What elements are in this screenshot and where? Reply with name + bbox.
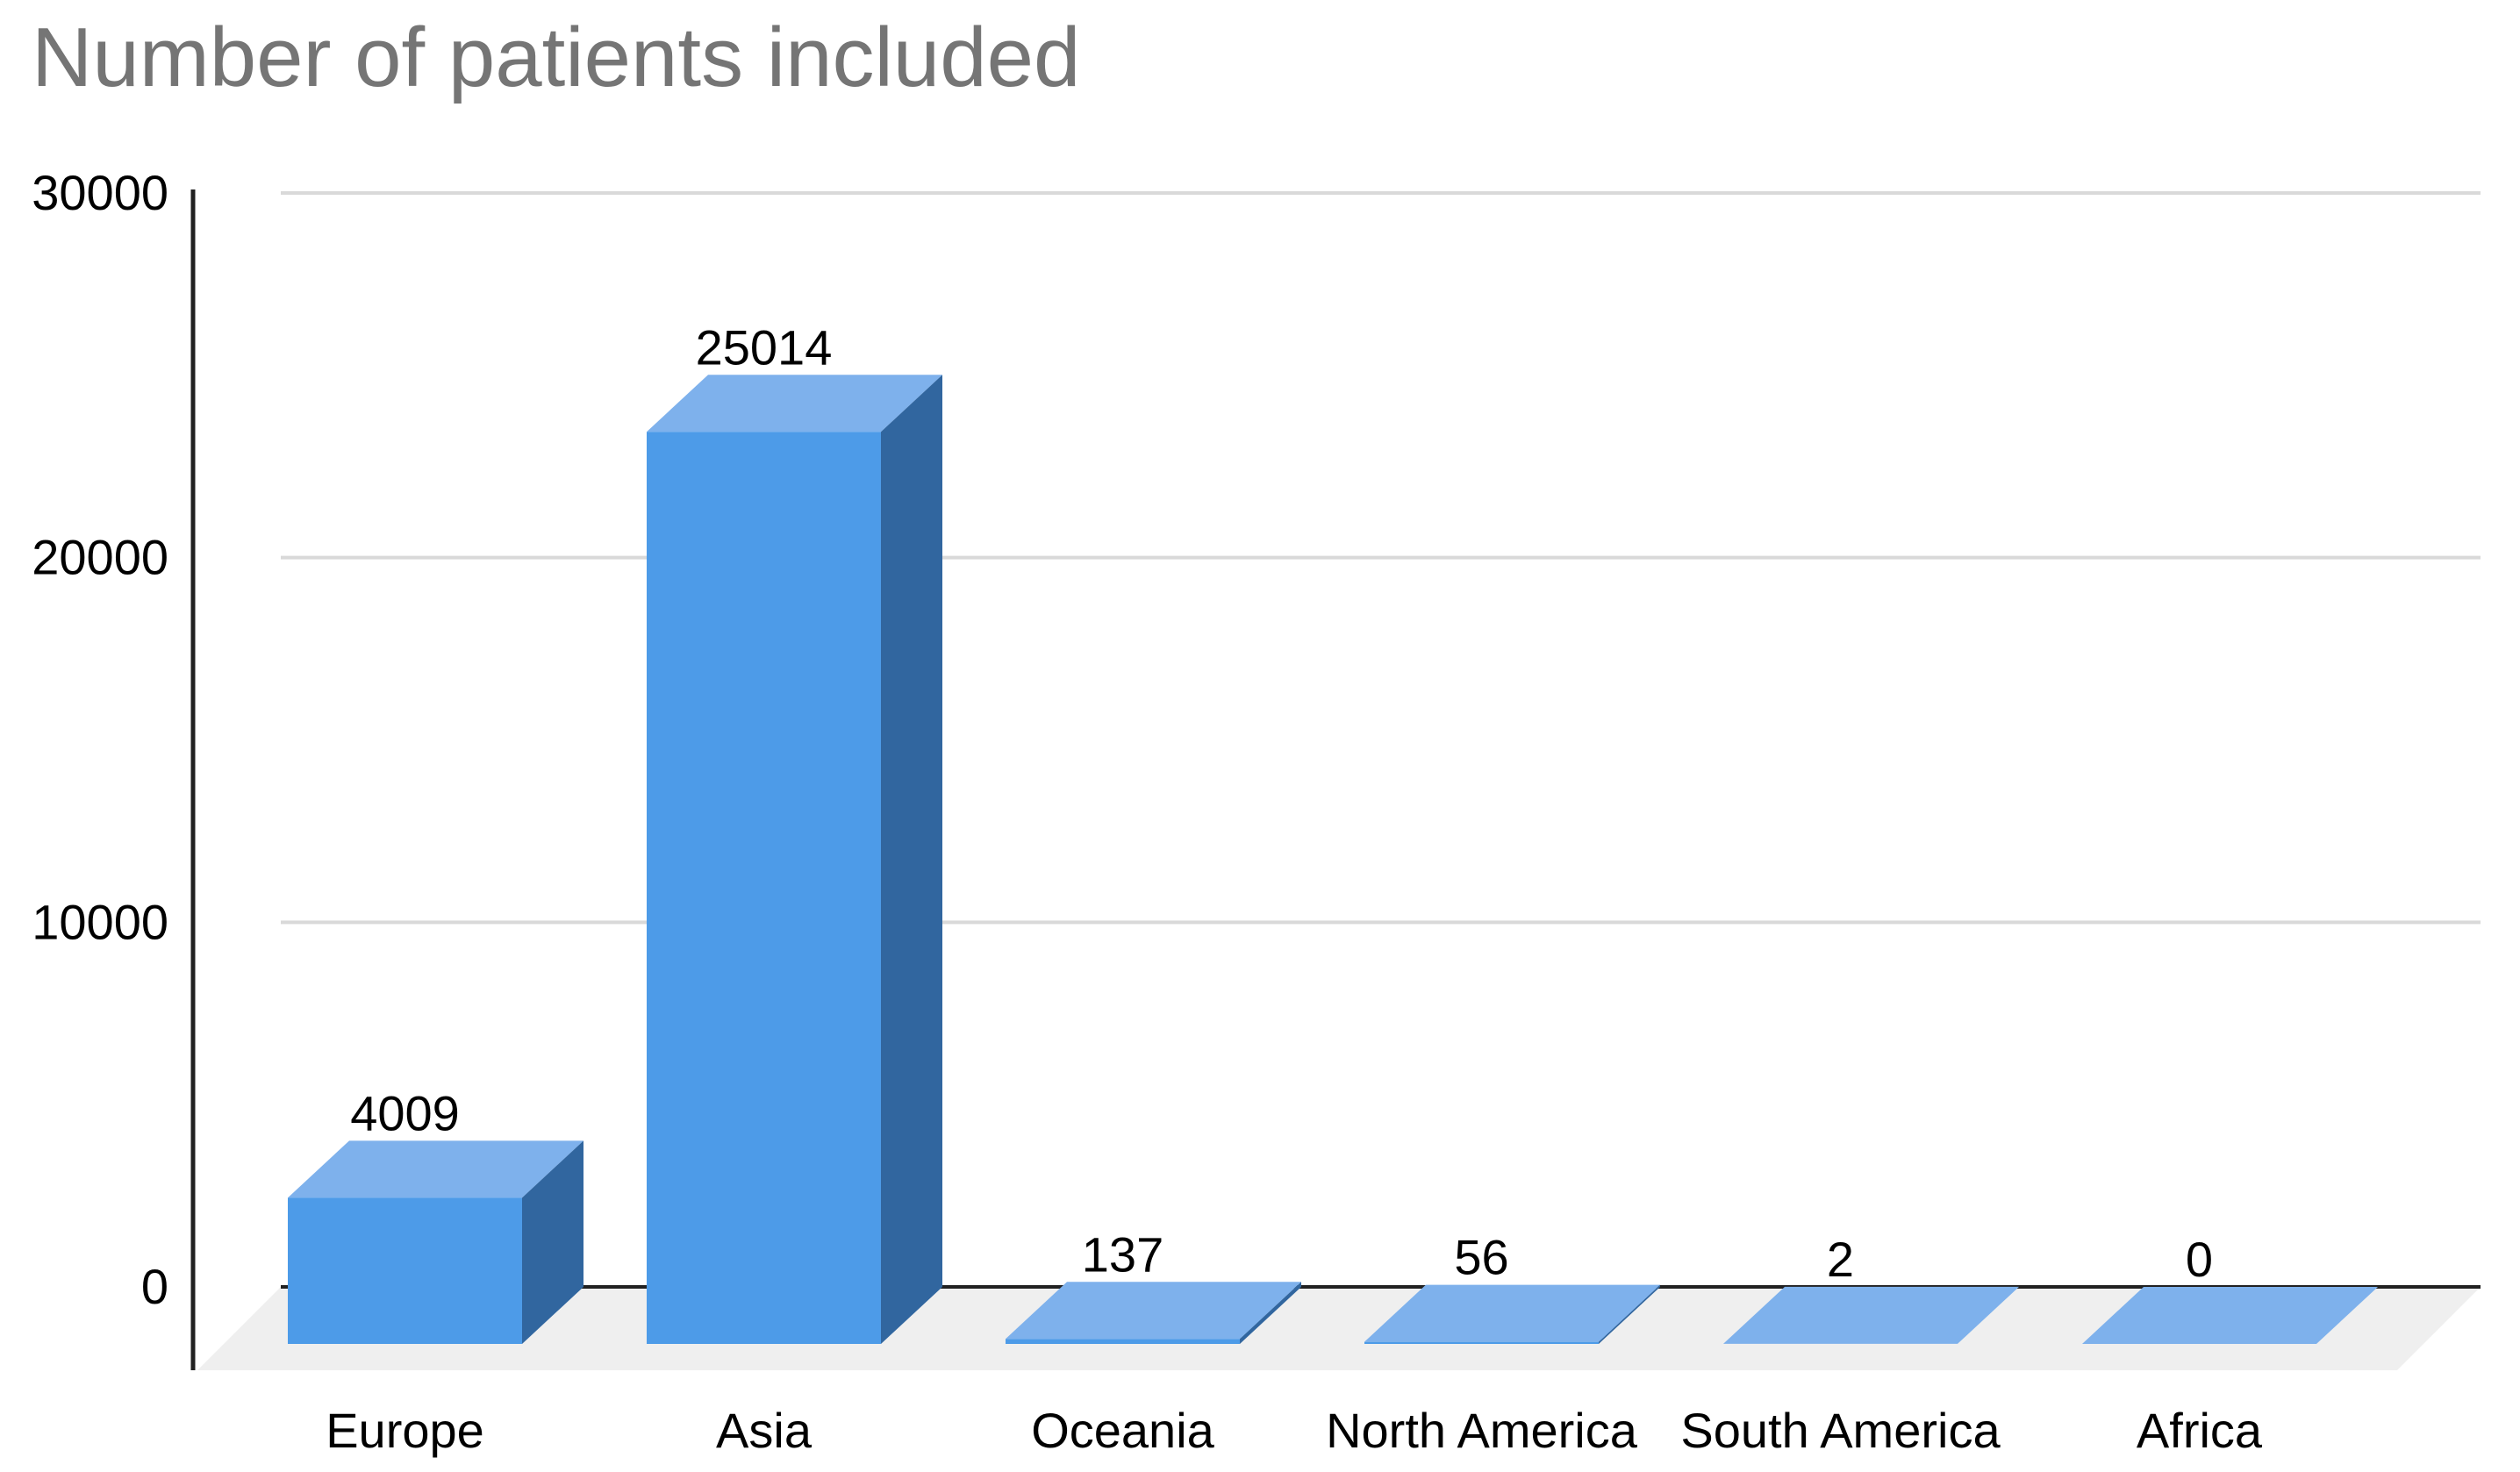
value-label-africa: 0	[2186, 1232, 2213, 1287]
bar-front-face	[288, 1197, 522, 1344]
bar-europe	[288, 1140, 583, 1344]
bar-north-america	[1364, 1284, 1660, 1344]
value-label-north-america: 56	[1454, 1230, 1508, 1285]
value-label-south-america: 2	[1827, 1232, 1854, 1287]
bar-front-face	[1364, 1341, 1599, 1344]
bar-front-face	[1006, 1339, 1240, 1344]
y-tick-label: 10000	[32, 894, 168, 949]
bars-layer	[288, 375, 2378, 1344]
bar-front-face	[647, 432, 881, 1344]
bar-side-face	[522, 1140, 583, 1344]
bar-side-face	[1240, 1282, 1301, 1344]
bar-top-face	[647, 375, 942, 432]
bar-africa	[2082, 1287, 2378, 1344]
category-label-oceania: Oceania	[1031, 1403, 1214, 1458]
bar-top-face	[1723, 1286, 2019, 1344]
bar-oceania	[1006, 1282, 1301, 1344]
y-tick-label: 30000	[32, 165, 168, 220]
y-tick-label: 0	[141, 1259, 168, 1314]
chart-title: Number of patients included	[32, 11, 1080, 104]
value-label-asia: 25014	[696, 319, 833, 375]
category-label-asia: Asia	[716, 1403, 813, 1458]
bar-top-face	[1364, 1284, 1660, 1342]
category-label-africa: Africa	[2137, 1403, 2263, 1458]
labels-layer: 0 10000 20000 30000 4009 Europe 25014 Asia 137 Oc…	[32, 165, 2263, 1458]
bar-asia	[647, 375, 942, 1344]
gridlines-layer	[281, 191, 2481, 925]
y-tick-label: 20000	[32, 530, 168, 585]
category-label-south-america: South America	[1680, 1403, 2001, 1458]
bar-top-face	[288, 1140, 583, 1198]
bar-top-face	[2082, 1287, 2378, 1344]
bar-top-face	[1006, 1282, 1301, 1340]
value-label-oceania: 137	[1082, 1226, 1163, 1282]
bar-side-face	[1599, 1284, 1660, 1344]
bar-south-america	[1723, 1286, 2019, 1344]
category-label-north-america: North America	[1326, 1403, 1638, 1458]
value-label-europe: 4009	[350, 1085, 460, 1140]
bar-side-face	[881, 375, 942, 1344]
category-label-europe: Europe	[326, 1403, 484, 1458]
